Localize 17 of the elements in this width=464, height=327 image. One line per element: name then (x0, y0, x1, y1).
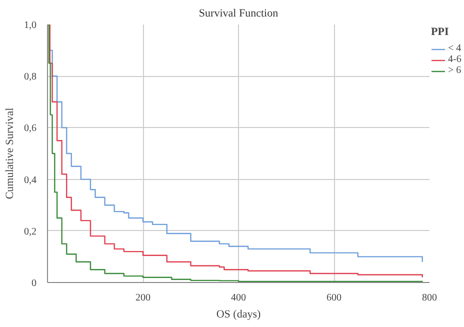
x-axis-title: OS (days) (216, 308, 261, 320)
y-tick-label: 0,2 (24, 226, 36, 238)
y-tick-label: 0,8 (24, 72, 36, 83)
x-tick-label: 600 (326, 292, 342, 304)
x-tick-label: 200 (136, 292, 150, 304)
x-tick-label: 800 (422, 292, 437, 304)
chart-title: Survival Function (198, 8, 279, 20)
y-tick-label: 1,0 (24, 20, 36, 31)
x-tick-label: 400 (231, 292, 246, 304)
y-tick-label: 0 (32, 278, 36, 289)
legend-title: PPI (431, 26, 450, 38)
y-tick-label: 0,6 (24, 123, 36, 134)
legend-label: > 6 (448, 65, 462, 76)
legend-label: 4-6 (448, 54, 462, 65)
legend-label: < 4 (448, 43, 462, 54)
y-tick-label: 0,4 (24, 174, 36, 186)
y-axis-title: Cumulative Survival (4, 108, 16, 200)
